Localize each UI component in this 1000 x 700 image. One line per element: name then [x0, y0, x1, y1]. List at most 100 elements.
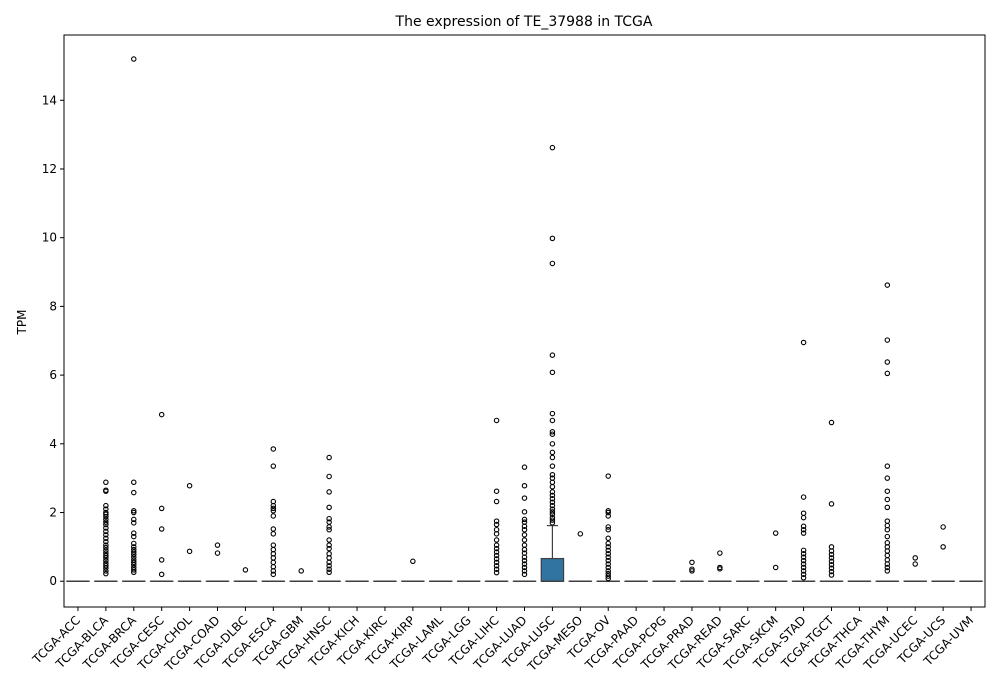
- outlier-point: [912, 561, 918, 567]
- outlier-point: [326, 526, 332, 533]
- outlier-point: [605, 557, 611, 564]
- outlier-point: [605, 564, 611, 571]
- box-group: [903, 555, 927, 582]
- outlier-point: [689, 566, 695, 572]
- outlier-point: [103, 565, 109, 571]
- outlier-point: [828, 565, 835, 571]
- outlier-point: [103, 506, 109, 512]
- outlier-point: [131, 533, 137, 540]
- outlier-point: [800, 571, 807, 578]
- outlier-point: [800, 551, 807, 557]
- outlier-point: [605, 508, 611, 514]
- outlier-point: [549, 517, 556, 523]
- outlier-point: [605, 513, 611, 519]
- outlier-point: [828, 501, 835, 507]
- outlier-point: [270, 508, 277, 514]
- outlier-point: [605, 561, 611, 567]
- box-group: [931, 524, 955, 582]
- outlier-point: [103, 532, 109, 538]
- box-group: [149, 411, 174, 582]
- outlier-point: [521, 464, 528, 470]
- outlier-point: [493, 537, 500, 543]
- box-group: [289, 568, 313, 582]
- outlier-point: [772, 530, 779, 536]
- outlier-point: [549, 509, 556, 515]
- outlier-point: [549, 352, 556, 358]
- outlier-point: [103, 544, 109, 551]
- outlier-point: [298, 568, 304, 574]
- outlier-point: [270, 571, 277, 578]
- outlier-point: [521, 495, 528, 501]
- box-group: [680, 559, 704, 582]
- box-group: [317, 454, 341, 582]
- outlier-point: [549, 410, 556, 417]
- outlier-point: [131, 561, 137, 568]
- outlier-point: [521, 564, 528, 571]
- outlier-point: [549, 502, 556, 509]
- plot-area: [66, 56, 983, 582]
- outlier-point: [828, 558, 835, 565]
- outlier-point: [158, 411, 165, 418]
- outlier-point: [326, 473, 332, 480]
- outlier-point: [884, 533, 891, 540]
- outlier-point: [326, 489, 332, 495]
- outlier-point: [549, 471, 556, 478]
- outlier-point: [103, 542, 109, 548]
- outlier-point: [131, 569, 137, 576]
- outlier-point: [493, 518, 500, 524]
- outlier-point: [689, 568, 695, 574]
- y-tick-label: 12: [42, 162, 57, 176]
- outlier-point: [521, 561, 528, 567]
- box-group: [596, 473, 620, 582]
- chart-title: The expression of TE_37988 in TCGA: [395, 14, 653, 30]
- outlier-point: [131, 567, 137, 573]
- outlier-point: [270, 505, 277, 512]
- outlier-point: [270, 513, 277, 519]
- outlier-point: [549, 235, 556, 242]
- outlier-point: [521, 532, 528, 538]
- outlier-point: [103, 547, 109, 554]
- outlier-point: [549, 489, 556, 495]
- outlier-point: [103, 563, 109, 569]
- outlier-point: [800, 554, 807, 560]
- outlier-point: [549, 260, 556, 267]
- outlier-point: [186, 482, 193, 489]
- outlier-point: [493, 552, 500, 559]
- outlier-point: [326, 569, 332, 576]
- y-axis-label: TPM: [15, 310, 29, 336]
- outlier-point: [186, 548, 193, 555]
- outlier-point: [549, 449, 556, 456]
- outlier-point: [549, 454, 556, 461]
- outlier-point: [605, 540, 611, 547]
- outlier-point: [521, 516, 528, 523]
- outlier-point: [912, 555, 918, 561]
- outlier-point: [131, 489, 137, 496]
- outlier-point: [103, 557, 109, 564]
- outlier-point: [326, 537, 332, 543]
- outlier-point: [493, 531, 500, 537]
- outlier-point: [103, 488, 109, 494]
- outlier-point: [158, 505, 165, 512]
- outlier-point: [103, 538, 109, 545]
- outlier-point: [605, 547, 611, 554]
- outlier-point: [131, 549, 137, 555]
- outlier-point: [828, 548, 835, 554]
- outlier-point: [270, 568, 277, 574]
- box-group: [512, 464, 537, 582]
- outlier-point: [884, 526, 891, 533]
- box-group: [763, 530, 788, 582]
- outlier-point: [828, 551, 835, 558]
- outlier-point: [326, 566, 332, 572]
- outlier-point: [521, 509, 528, 515]
- outlier-point: [884, 359, 891, 365]
- outlier-point: [884, 564, 891, 571]
- y-tick-label: 0: [49, 574, 57, 588]
- outlier-point: [884, 282, 891, 288]
- outlier-point: [772, 564, 779, 571]
- outlier-point: [242, 567, 249, 573]
- outlier-point: [605, 526, 611, 533]
- outlier-point: [103, 511, 109, 517]
- outlier-point: [270, 502, 277, 509]
- outlier-point: [326, 524, 332, 530]
